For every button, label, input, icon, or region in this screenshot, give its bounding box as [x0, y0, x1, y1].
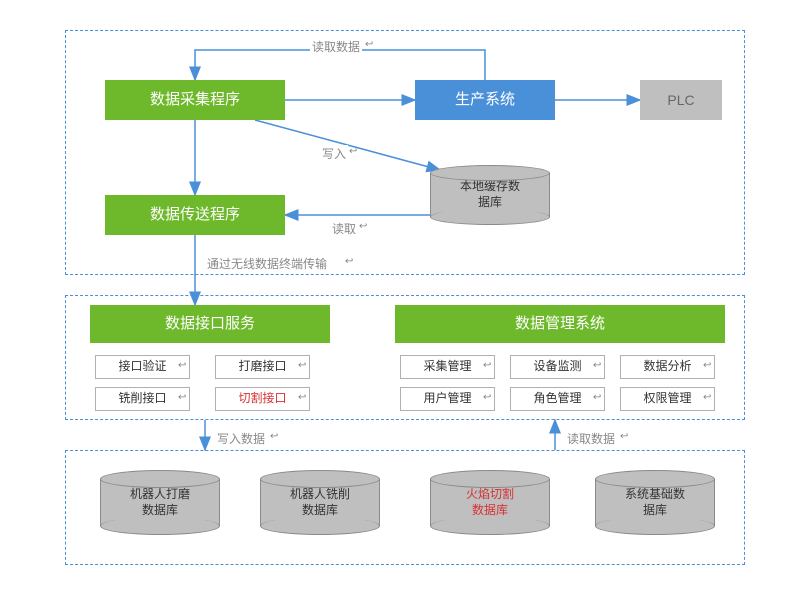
return-arrow-10: ↩: [483, 360, 491, 371]
node-iface: 数据接口服务: [90, 305, 330, 343]
node-mg1: 采集管理: [400, 355, 495, 379]
edge-label-l_read_mid: 读取: [330, 220, 358, 237]
return-arrow-5: ↩: [620, 431, 628, 442]
node-collect: 数据采集程序: [105, 80, 285, 120]
node-mg5: 角色管理: [510, 387, 605, 411]
edge-label-l_read_db: 读取数据: [565, 430, 617, 447]
return-arrow-3: ↩: [345, 256, 353, 267]
edge-label-l_write: 写入: [320, 145, 348, 162]
node-mg2: 设备监测: [510, 355, 605, 379]
cylinder-db1: 机器人打磨数据库: [100, 470, 220, 535]
node-if1: 接口验证: [95, 355, 190, 379]
node-if4: 切割接口: [215, 387, 310, 411]
node-plc: PLC: [640, 80, 722, 120]
return-arrow-6: ↩: [178, 360, 186, 371]
cylinder-db4: 系统基础数据库: [595, 470, 715, 535]
group-top: [65, 30, 745, 275]
return-arrow-9: ↩: [298, 392, 306, 403]
return-arrow-14: ↩: [593, 392, 601, 403]
return-arrow-13: ↩: [483, 392, 491, 403]
node-mg6: 权限管理: [620, 387, 715, 411]
return-arrow-7: ↩: [298, 360, 306, 371]
node-mgmt: 数据管理系统: [395, 305, 725, 343]
return-arrow-12: ↩: [703, 360, 711, 371]
return-arrow-8: ↩: [178, 392, 186, 403]
return-arrow-1: ↩: [349, 146, 357, 157]
return-arrow-11: ↩: [593, 360, 601, 371]
node-if2: 打磨接口: [215, 355, 310, 379]
return-arrow-15: ↩: [703, 392, 711, 403]
edge-label-l_write_db: 写入数据: [215, 430, 267, 447]
node-prod: 生产系统: [415, 80, 555, 120]
return-arrow-4: ↩: [270, 431, 278, 442]
edge-label-l_read_top: 读取数据: [310, 38, 362, 55]
architecture-diagram: 数据采集程序 生产系统 PLC 数据传送程序数据接口服务 数据管理系统接口验证 打磨接口铣…: [0, 0, 800, 600]
cylinder-cache: 本地缓存数据库: [430, 165, 550, 225]
return-arrow-2: ↩: [359, 221, 367, 232]
return-arrow-0: ↩: [365, 39, 373, 50]
node-mg4: 用户管理: [400, 387, 495, 411]
cylinder-db2: 机器人铣削数据库: [260, 470, 380, 535]
cylinder-db3: 火焰切割数据库: [430, 470, 550, 535]
edge-label-l_wireless: 通过无线数据终端传输: [205, 255, 329, 272]
node-if3: 铣削接口: [95, 387, 190, 411]
node-transmit: 数据传送程序: [105, 195, 285, 235]
node-mg3: 数据分析: [620, 355, 715, 379]
